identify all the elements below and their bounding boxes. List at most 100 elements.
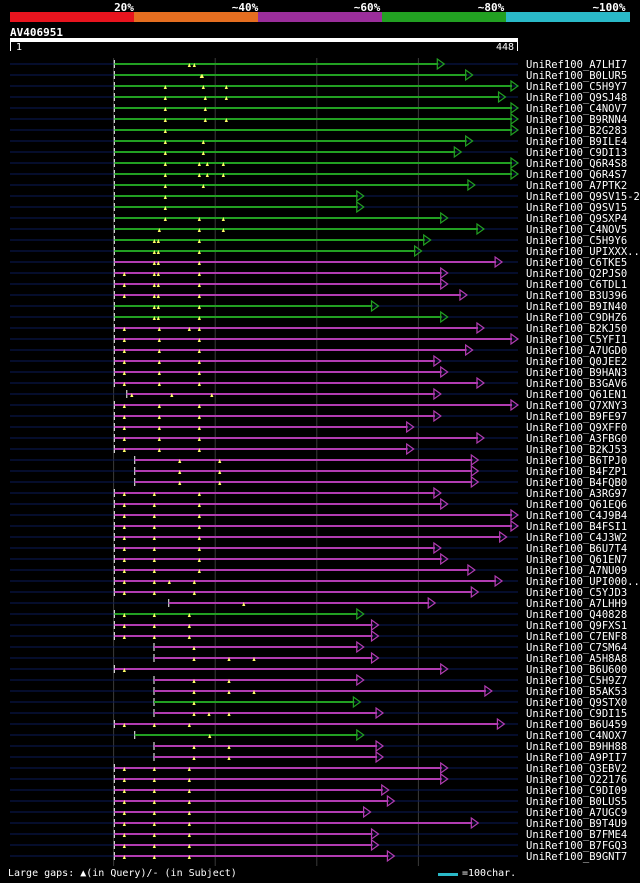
query-gap-marker — [201, 85, 205, 89]
hit-row: UniRef100_Q61EN7 — [10, 552, 627, 566]
hit-row: UniRef100_B6U7T4 — [10, 541, 627, 555]
query-gap-marker — [122, 404, 126, 408]
query-gap-marker — [197, 305, 201, 309]
hit-label: UniRef100_B2G283 — [526, 125, 627, 137]
query-gap-marker — [156, 316, 160, 320]
hit-row: UniRef100_Q9SV15 — [10, 200, 627, 214]
query-gap-marker — [197, 448, 201, 452]
query-gap-marker — [122, 789, 126, 793]
hit-row: UniRef100_Q61EN1 — [10, 387, 627, 401]
hit-row: UniRef100_B2KJ53 — [10, 442, 627, 456]
query-gap-marker — [221, 228, 225, 232]
hit-row: UniRef100_B7FGQ3 — [10, 838, 627, 852]
hit-arrow — [470, 464, 480, 478]
hit-row: UniRef100_B4FZP1 — [10, 464, 627, 478]
query-gap-marker — [192, 591, 196, 595]
hit-row: UniRef100_B7FME4 — [10, 827, 627, 841]
hit-arrow — [381, 783, 390, 797]
query-gap-marker — [156, 250, 160, 254]
hit-arrow — [467, 563, 476, 577]
hit-label: UniRef100_A7UGD0 — [526, 345, 627, 357]
hit-label: UniRef100_B6TPJ0 — [526, 455, 627, 467]
hit-arrow — [510, 332, 520, 346]
query-gap-marker — [227, 756, 231, 760]
query-gap-marker — [187, 624, 191, 628]
hit-row: UniRef100_A7UGD0 — [10, 343, 627, 357]
query-gap-marker — [197, 217, 201, 221]
query-gap-marker — [163, 96, 167, 100]
hit-label: UniRef100_A3FBG0 — [526, 433, 627, 445]
hit-row: UniRef100_C6TKE5 — [10, 255, 627, 269]
hit-label: UniRef100_C7SM64 — [526, 642, 627, 654]
hit-row: UniRef100_Q0JEE2 — [10, 354, 627, 368]
query-gap-marker — [197, 569, 201, 573]
hit-row: UniRef100_Q9SXP4 — [10, 211, 627, 225]
query-gap-marker — [163, 140, 167, 144]
query-gap-marker — [208, 734, 212, 738]
hit-row: UniRef100_A7LHH9 — [10, 596, 627, 610]
query-gap-marker — [163, 206, 167, 210]
hit-arrow — [440, 497, 449, 511]
hit-label: UniRef100_A7PTK2 — [526, 180, 627, 192]
hit-label: UniRef100_B9ILE4 — [526, 136, 627, 148]
query-gap-marker — [170, 393, 174, 397]
query-gap-marker — [152, 569, 156, 573]
query-gap-marker — [152, 558, 156, 562]
query-gap-marker — [157, 360, 161, 364]
hit-row: UniRef100_Q9FXS1 — [10, 618, 627, 632]
query-gap-marker — [157, 327, 161, 331]
query-gap-marker — [156, 283, 160, 287]
hit-label: UniRef100_Q9SJ48 — [526, 92, 627, 104]
query-gap-marker — [122, 613, 126, 617]
hit-row: UniRef100_A7UGC9 — [10, 805, 627, 819]
hit-row: UniRef100_C9DI09 — [10, 783, 627, 797]
query-gap-marker — [178, 470, 182, 474]
hit-label: UniRef100_Q9STX0 — [526, 697, 627, 709]
legend-label: 20% — [114, 1, 134, 14]
query-gap-marker — [187, 327, 191, 331]
query-gap-marker — [156, 272, 160, 276]
query-gap-marker — [157, 338, 161, 342]
hit-row: UniRef100_C4NOX7 — [10, 728, 627, 742]
query-gap-marker — [197, 349, 201, 353]
query-gap-marker — [192, 712, 196, 716]
query-gap-marker — [187, 635, 191, 639]
hit-row: UniRef100_A7NU09 — [10, 563, 627, 577]
hit-label: UniRef100_Q40828 — [526, 609, 627, 621]
query-gap-marker — [203, 96, 207, 100]
hit-arrow — [406, 442, 415, 456]
query-gap-marker — [187, 778, 191, 782]
hit-arrow — [440, 310, 449, 324]
hit-arrow — [433, 486, 442, 500]
query-gap-marker — [122, 525, 126, 529]
hit-arrow — [362, 805, 372, 819]
query-gap-marker — [122, 294, 126, 298]
hit-label: UniRef100_Q9XFF0 — [526, 422, 627, 434]
hit-row: UniRef100_C4J3W2 — [10, 530, 627, 544]
hit-row: UniRef100_C9DI13 — [10, 145, 627, 159]
hit-arrow — [433, 541, 442, 555]
query-gap-marker — [122, 723, 126, 727]
hit-row: UniRef100_B9IN40 — [10, 299, 627, 313]
query-gap-marker — [207, 712, 211, 716]
hit-arrow — [440, 365, 449, 379]
hit-arrow — [510, 112, 520, 126]
query-gap-marker — [197, 162, 201, 166]
query-gap-marker — [122, 767, 126, 771]
hit-arrow — [375, 706, 385, 720]
hit-row: UniRef100_B9ILE4 — [10, 134, 627, 148]
hit-label: UniRef100_C6TKE5 — [526, 257, 627, 269]
query-gap-marker — [152, 492, 156, 496]
hit-arrow — [476, 431, 486, 445]
hit-arrow — [510, 156, 520, 170]
query-gap-marker — [252, 657, 256, 661]
hit-row: UniRef100_B4FSI1 — [10, 519, 627, 533]
query-gap-marker — [122, 382, 126, 386]
hit-row: UniRef100_UPIXXX.. — [10, 244, 640, 258]
query-gap-marker — [157, 228, 161, 232]
query-gap-marker — [152, 778, 156, 782]
query-gap-marker — [122, 624, 126, 628]
query-gap-marker — [122, 558, 126, 562]
query-gap-marker — [152, 239, 156, 243]
